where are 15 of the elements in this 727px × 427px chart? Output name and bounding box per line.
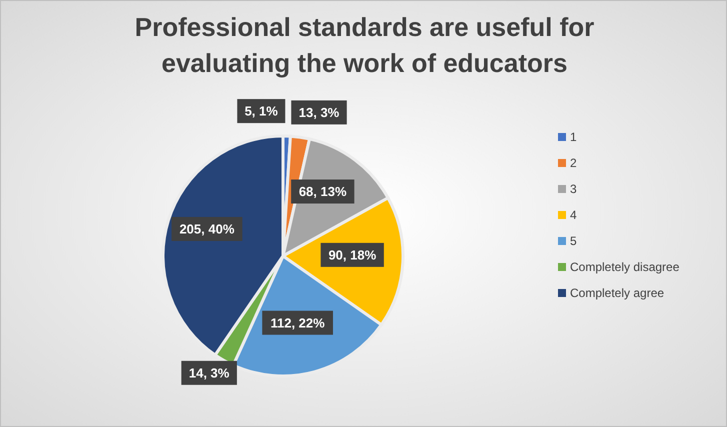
data-label: 205, 40% (179, 221, 235, 236)
data-label: 68, 13% (298, 184, 347, 200)
data-label: 90, 18% (328, 247, 377, 262)
data-label: 112, 22% (270, 315, 326, 330)
data-label: 13, 3% (298, 104, 340, 120)
chart-title: Professional standards are useful for evaluating the work of educators (134, 11, 596, 80)
data-label: 5, 1% (244, 104, 278, 119)
legend-label: 3 (570, 182, 577, 196)
legend-label: 4 (570, 208, 577, 222)
legend-label: Completely agree (570, 286, 664, 300)
legend-label: 2 (570, 156, 577, 170)
data-label: 14, 3% (188, 365, 230, 380)
legend-label: Completely disagree (570, 260, 680, 274)
legend-label: 5 (570, 234, 577, 248)
legend-label: 1 (570, 130, 577, 144)
